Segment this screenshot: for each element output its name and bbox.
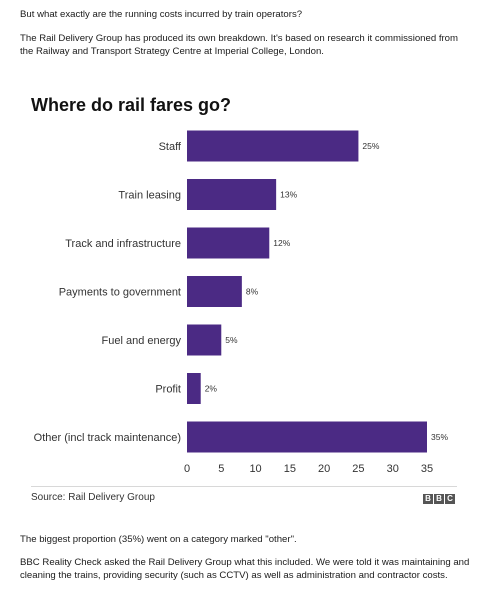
divider (31, 486, 457, 487)
data-label: 5% (225, 335, 238, 345)
bar (187, 421, 427, 453)
data-label: 12% (273, 238, 290, 248)
body-paragraph: BBC Reality Check asked the Rail Deliver… (20, 557, 470, 581)
body-paragraph: The biggest proportion (35%) went on a c… (20, 534, 297, 545)
x-tick-label: 30 (387, 463, 399, 475)
x-tick-label: 0 (184, 463, 190, 475)
category-label: Fuel and energy (102, 335, 182, 347)
category-label: Track and infrastructure (65, 238, 181, 250)
x-tick-label: 35 (421, 463, 433, 475)
x-tick-label: 5 (218, 463, 224, 475)
data-label: 8% (246, 287, 259, 297)
category-label: Payments to government (59, 287, 181, 299)
bar (187, 179, 277, 210)
x-tick-label: 10 (249, 463, 261, 475)
category-label: Staff (159, 141, 182, 153)
x-tick-label: 20 (318, 463, 330, 475)
data-label: 2% (205, 384, 218, 394)
bbc-logo-letter: C (445, 494, 455, 504)
intro-paragraph: But what exactly are the running costs i… (20, 9, 303, 20)
x-tick-label: 15 (284, 463, 296, 475)
bbc-logo: B B C (423, 494, 455, 504)
bar (187, 227, 270, 259)
bar (187, 130, 359, 162)
category-label: Profit (155, 384, 181, 396)
data-label: 13% (280, 190, 297, 200)
bbc-logo-letter: B (423, 494, 433, 504)
chart-source: Source: Rail Delivery Group (31, 492, 155, 503)
x-tick-label: 25 (352, 463, 364, 475)
category-label: Other (incl track maintenance) (34, 432, 181, 444)
chart-title: Where do rail fares go? (31, 95, 232, 115)
bar (187, 373, 201, 404)
body-paragraph: The Rail Delivery Group has produced its… (20, 33, 459, 57)
data-label: 25% (362, 141, 379, 151)
data-label: 35% (431, 432, 448, 442)
bar (187, 324, 222, 356)
category-label: Train leasing (118, 190, 181, 202)
bar-chart: Staff 25% Train leasing 13% Track and infras… (34, 130, 448, 475)
bbc-logo-letter: B (434, 494, 444, 504)
bar (187, 276, 242, 307)
